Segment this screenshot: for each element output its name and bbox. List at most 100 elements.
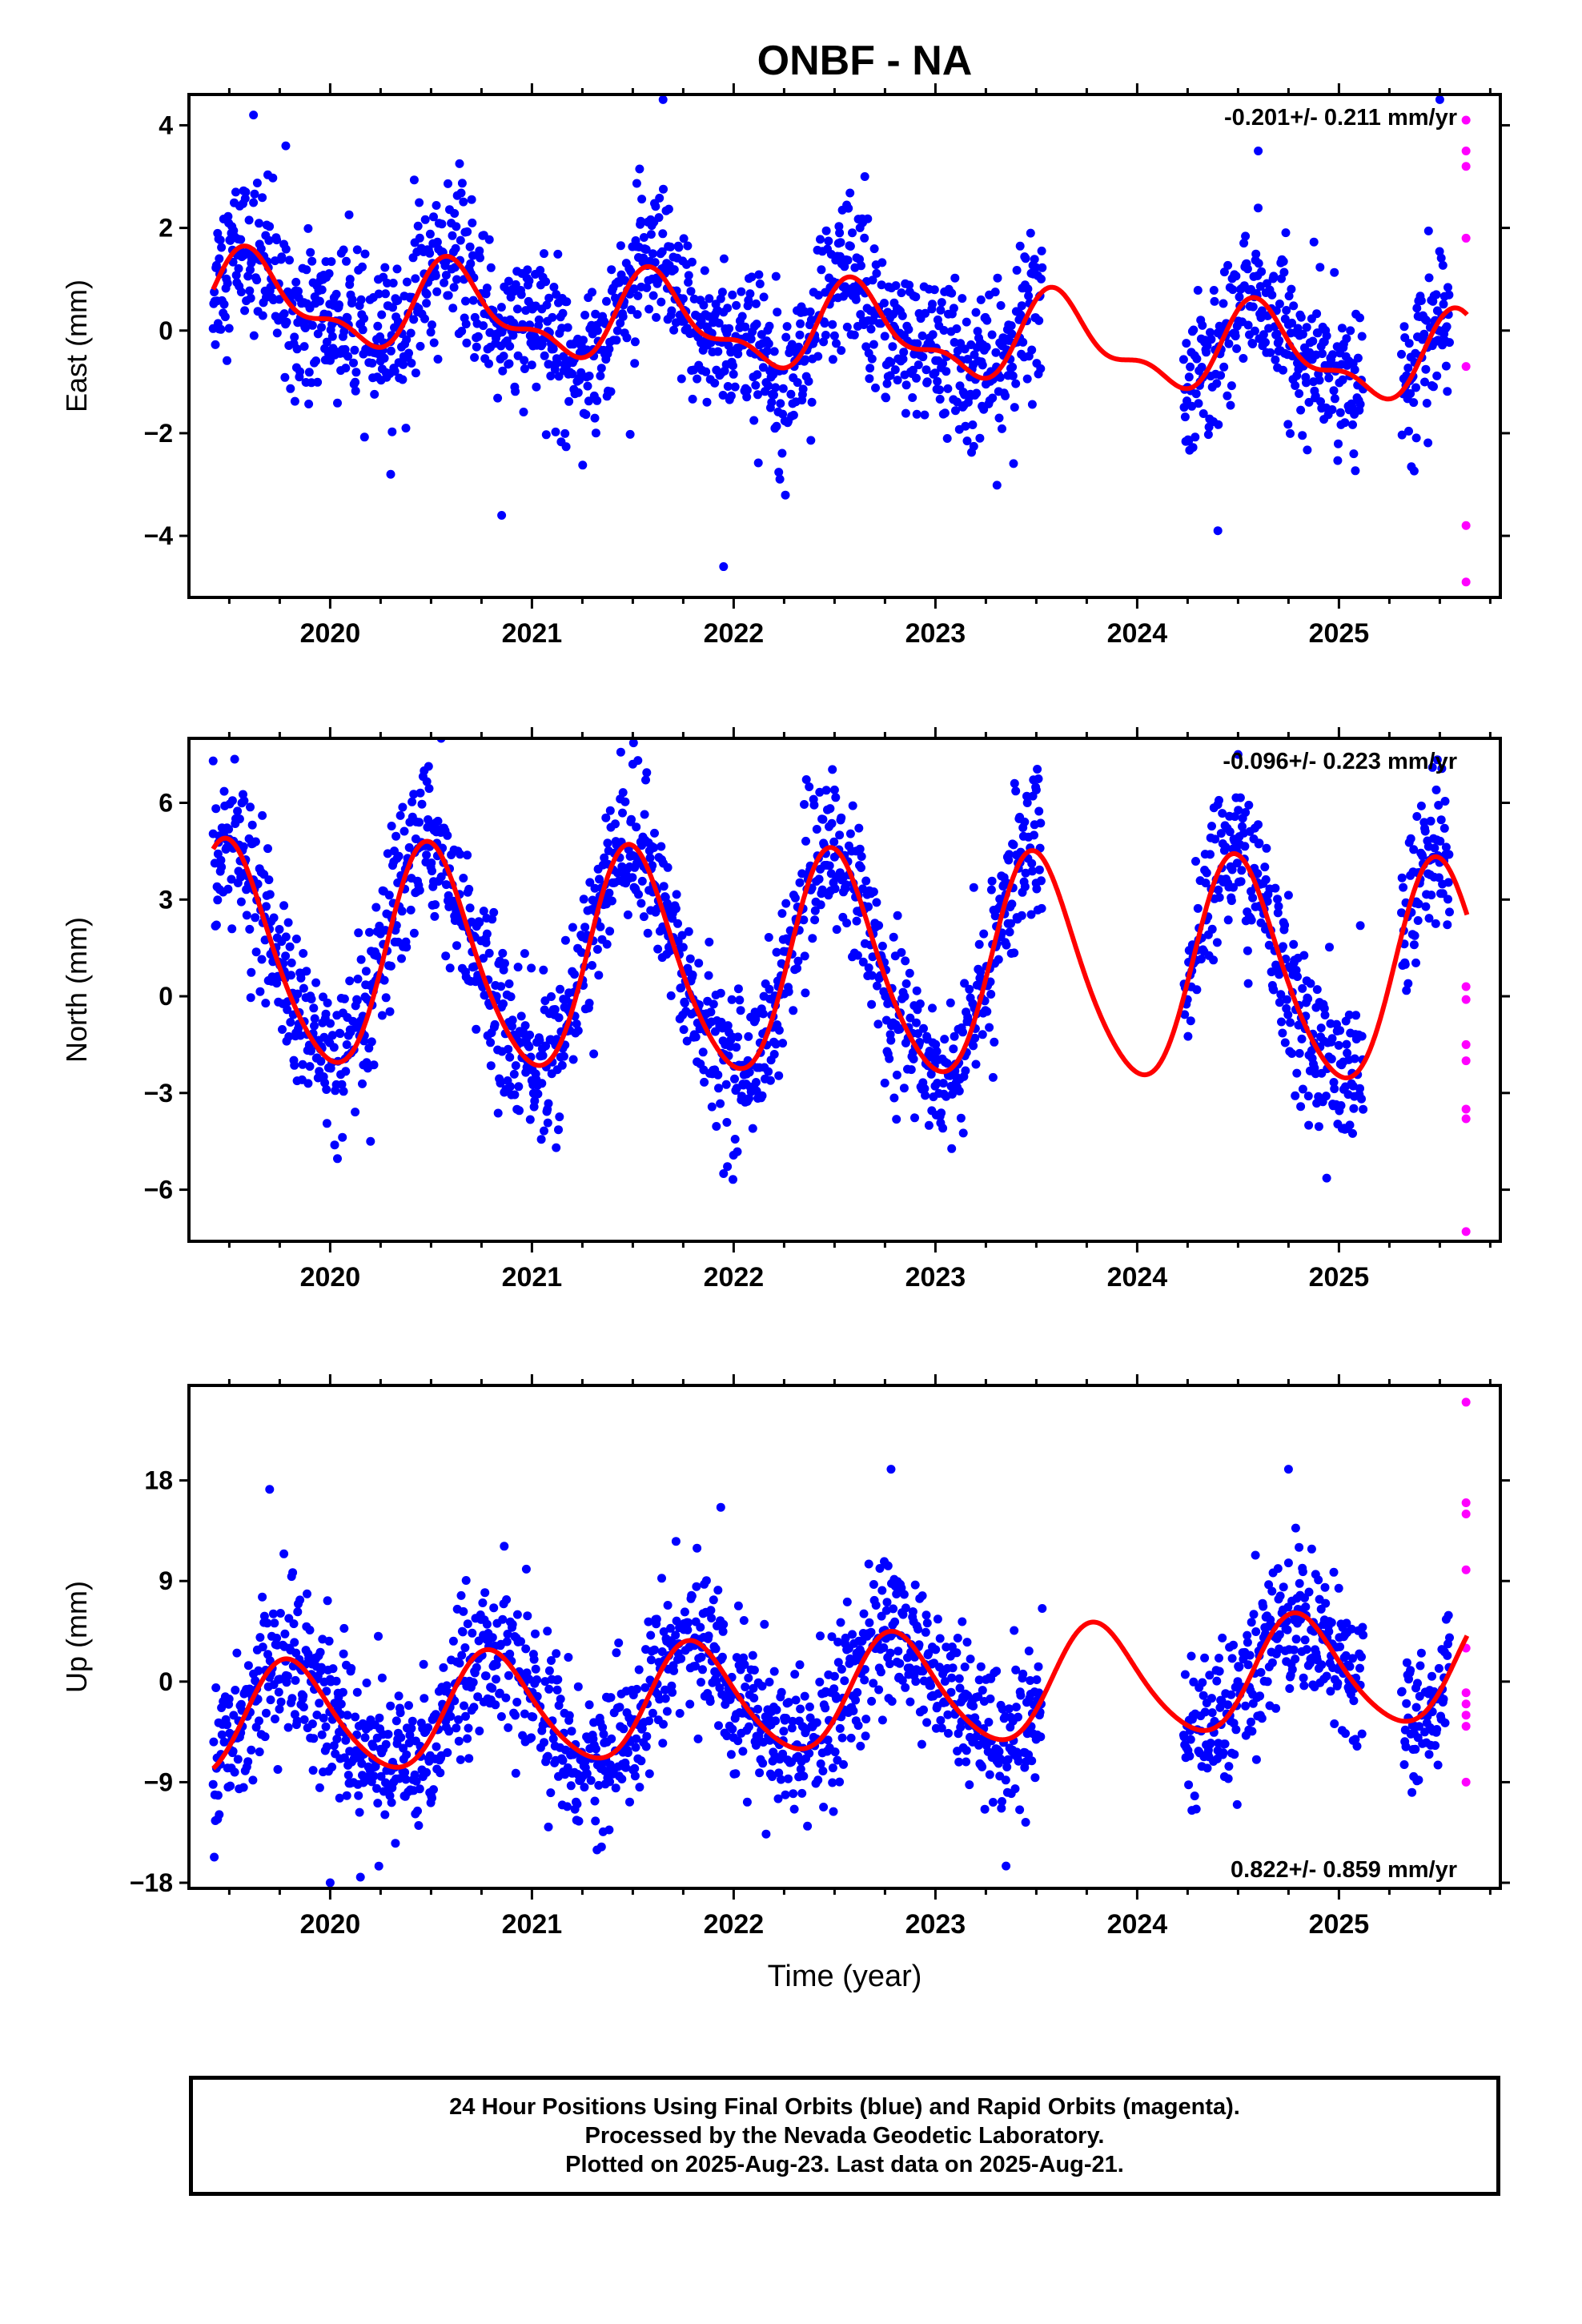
final-point — [476, 253, 484, 263]
final-point — [1303, 1092, 1313, 1101]
final-point — [232, 1648, 242, 1658]
final-point — [867, 1696, 877, 1706]
final-point — [829, 1684, 839, 1694]
final-point — [719, 1168, 729, 1178]
final-point — [779, 1727, 789, 1736]
final-point — [828, 355, 837, 364]
final-point — [341, 1067, 351, 1076]
plot-frame — [187, 737, 1502, 1243]
final-point — [868, 275, 877, 285]
final-point — [290, 396, 299, 406]
final-point — [511, 1711, 520, 1720]
final-point — [1206, 850, 1215, 859]
final-point — [1404, 339, 1414, 348]
final-point — [1355, 1084, 1364, 1093]
y-tick-label: 3 — [159, 885, 173, 914]
final-point — [1215, 1667, 1224, 1676]
y-tick-label: 2 — [159, 214, 173, 243]
final-point — [1257, 267, 1267, 276]
final-point — [1243, 320, 1253, 330]
final-point — [233, 806, 243, 816]
final-point — [615, 1703, 624, 1712]
final-point — [976, 1662, 986, 1671]
final-point — [910, 1113, 919, 1123]
final-point — [459, 1606, 468, 1616]
final-point — [489, 907, 499, 917]
final-point — [1227, 1690, 1236, 1699]
final-point — [801, 775, 811, 784]
final-point — [251, 837, 260, 846]
final-point — [719, 254, 729, 263]
final-point — [1014, 1756, 1023, 1766]
final-point — [767, 397, 777, 407]
final-point — [709, 1595, 718, 1605]
final-point — [663, 1601, 673, 1610]
final-point — [527, 963, 536, 973]
final-point — [258, 810, 267, 820]
final-point — [399, 360, 408, 369]
final-point — [901, 979, 911, 988]
final-point — [861, 876, 871, 886]
final-point — [456, 850, 465, 859]
final-point — [311, 978, 321, 987]
final-point — [728, 290, 737, 300]
final-point — [778, 409, 788, 419]
final-point — [475, 1727, 484, 1735]
final-point — [1440, 797, 1450, 806]
final-point — [618, 788, 628, 798]
final-point — [943, 1710, 953, 1719]
final-point — [371, 903, 381, 912]
final-point — [473, 332, 483, 341]
final-point — [1443, 387, 1452, 396]
final-point — [855, 844, 865, 854]
final-point — [729, 1175, 737, 1184]
final-point — [354, 1791, 363, 1800]
final-point — [632, 822, 641, 832]
final-point — [223, 884, 233, 894]
final-point — [1022, 798, 1032, 807]
final-point — [1198, 1678, 1207, 1687]
final-point — [994, 1747, 1004, 1756]
final-point — [409, 928, 419, 938]
final-point — [998, 1797, 1006, 1806]
final-point — [914, 1640, 924, 1650]
final-point — [835, 1723, 845, 1733]
final-point — [1219, 362, 1229, 372]
final-point — [892, 1115, 901, 1124]
final-point — [285, 255, 294, 265]
final-point — [772, 1705, 781, 1715]
final-point — [986, 977, 995, 987]
final-point — [633, 291, 643, 300]
final-point — [751, 380, 761, 390]
final-point — [592, 945, 602, 954]
final-point — [1342, 334, 1351, 344]
final-point — [411, 274, 420, 283]
final-point — [496, 1079, 505, 1088]
final-point — [709, 999, 718, 1009]
final-point — [495, 1688, 504, 1698]
final-point — [219, 1737, 229, 1747]
final-point — [1186, 362, 1195, 372]
y-tick-label: −3 — [144, 1079, 173, 1108]
final-point — [926, 1069, 936, 1079]
final-point — [440, 278, 449, 287]
final-point — [548, 344, 558, 354]
final-point — [1416, 801, 1426, 810]
final-point — [299, 983, 308, 993]
final-point — [726, 391, 736, 400]
final-point — [1219, 299, 1228, 308]
final-point — [805, 1713, 815, 1723]
final-point — [521, 1644, 531, 1654]
final-point — [1306, 979, 1315, 988]
final-point — [281, 951, 291, 961]
final-point — [257, 955, 267, 964]
final-point — [506, 992, 516, 1002]
final-point — [1319, 1003, 1329, 1013]
final-point — [1027, 1756, 1037, 1766]
final-point — [456, 235, 465, 245]
final-point — [843, 255, 853, 265]
final-point — [406, 328, 416, 338]
final-point — [339, 1623, 349, 1633]
final-point — [431, 900, 440, 910]
final-point — [525, 1030, 535, 1039]
